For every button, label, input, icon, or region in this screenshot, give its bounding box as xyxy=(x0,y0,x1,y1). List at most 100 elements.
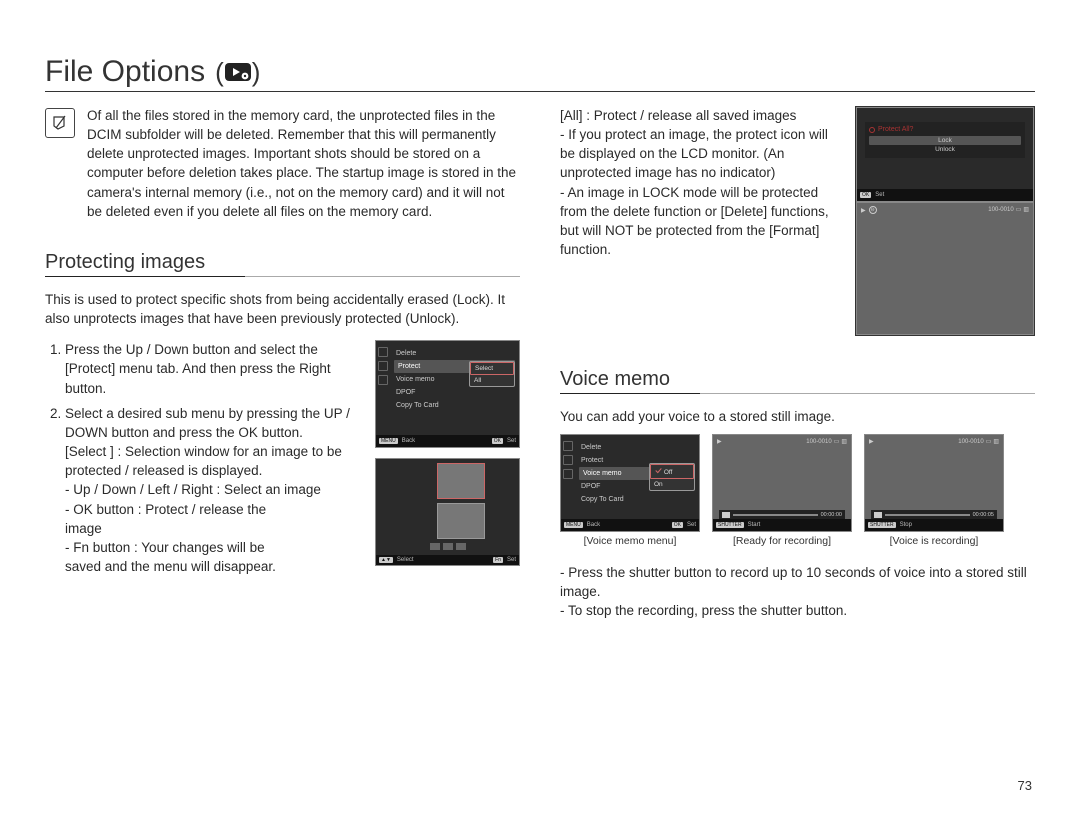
playbar: 00:00:05 xyxy=(871,510,997,519)
step-2: Select a desired sub menu by pressing th… xyxy=(65,404,360,576)
note-block: Of all the files stored in the memory ca… xyxy=(45,106,520,221)
all-protect-block: [All] : Protect / release all saved imag… xyxy=(560,106,1035,336)
menu-item-label: Delete xyxy=(394,350,515,357)
step2-ok-cont: image xyxy=(65,519,360,538)
top-icons: ▶ ⊖ xyxy=(861,206,877,214)
submenu-option-selected: Select xyxy=(470,362,514,375)
footer-btn-nav: ▲▼ xyxy=(379,557,393,563)
protecting-intro: This is used to protect specific shots f… xyxy=(45,290,520,328)
step2-ok: - OK button : Protect / release the xyxy=(65,500,360,519)
top-icons: ▶ xyxy=(869,438,874,445)
thumb-strip xyxy=(380,543,515,551)
res-icon: ▭ xyxy=(986,438,992,445)
footer-set-label: Set xyxy=(507,557,516,563)
menu-item: Copy To Card xyxy=(579,493,695,506)
res-icon: ▭ xyxy=(834,438,840,445)
steps-list: Press the Up / Down button and select th… xyxy=(45,340,360,576)
lcd-protect-all-dialog: Protect All? Lock Unlock OK Set xyxy=(856,107,1034,202)
footer-btn-fn: Fn xyxy=(493,557,503,563)
footer-stop-label: Stop xyxy=(900,522,912,528)
res-icon: ▭ xyxy=(1016,206,1022,213)
voice-bullet-1: - Press the shutter button to record up … xyxy=(560,563,1035,601)
footer-btn-shutter: SHUTTER xyxy=(868,522,896,528)
page-title-text: File Options xyxy=(45,55,205,89)
section-rule xyxy=(560,393,1035,395)
play-icon: ▶ xyxy=(869,438,874,445)
top-right: 100-0010▭▥ xyxy=(806,438,847,445)
file-number: 100-0010 xyxy=(958,439,983,445)
note-icon xyxy=(45,108,75,138)
top-right: 100-0010 ▭ ▥ xyxy=(988,206,1029,213)
page-number: 73 xyxy=(1018,778,1032,793)
protecting-heading: Protecting images xyxy=(45,251,520,274)
battery-icon: ▥ xyxy=(841,438,847,445)
dialog-question: Protect All? xyxy=(869,126,1021,133)
battery-icon: ▥ xyxy=(993,438,999,445)
footer-set-label: Set xyxy=(875,192,884,198)
lcd-locked-preview: ▶ ⊖ 100-0010 ▭ ▥ xyxy=(856,202,1034,335)
section-rule xyxy=(45,276,520,278)
title-underline xyxy=(45,91,1035,92)
menu-item-label: DPOF xyxy=(394,389,515,396)
lcd-ready: ▶ 100-0010▭▥ 00:00:00 SHUTTER Start xyxy=(712,434,852,532)
all-label: [All] : Protect / release all saved imag… xyxy=(560,106,839,125)
battery-icon: ▥ xyxy=(1023,206,1029,213)
menu-item-label: Copy To Card xyxy=(394,402,515,409)
caption: [Ready for recording] xyxy=(733,535,831,547)
stop-icon xyxy=(722,512,730,518)
voice-lcd-row: Delete Protect Voice memo DPOF Copy To C… xyxy=(560,434,1035,547)
stop-icon xyxy=(874,512,882,518)
dialog-question-text: Protect All? xyxy=(878,126,913,133)
dialog-opt-unlock: Unlock xyxy=(869,145,1021,154)
footer-btn-ok: OK xyxy=(860,192,871,198)
lcd-footer: SHUTTER Start xyxy=(713,519,851,531)
step1-text: Press the Up / Down button and select th… xyxy=(65,342,331,395)
all-bullet-1: - If you protect an image, the protect i… xyxy=(560,125,839,182)
track xyxy=(885,514,970,516)
voice-bullets: - Press the shutter button to record up … xyxy=(560,563,1035,620)
dialog: Protect All? Lock Unlock xyxy=(865,122,1025,158)
voice-item-ready: ▶ 100-0010▭▥ 00:00:00 SHUTTER Start [Rea… xyxy=(712,434,852,547)
lcd-footer: OK Set xyxy=(857,189,1033,201)
lcd-sidebar xyxy=(563,441,575,479)
protect-all-figure: Protect All? Lock Unlock OK Set ▶ ⊖ xyxy=(855,106,1035,336)
step2-updown: - Up / Down / Left / Right : Select an i… xyxy=(65,480,360,499)
step2-fn: - Fn button : Your changes will be xyxy=(65,538,360,557)
footer-btn-back: MENU xyxy=(379,438,398,444)
lcd-submenu: Select All xyxy=(469,361,515,387)
lcd-voice-menu: Delete Protect Voice memo DPOF Copy To C… xyxy=(560,434,700,532)
footer-btn-back: MENU xyxy=(564,522,583,528)
lcd-sidebar xyxy=(378,347,390,385)
top-icons: ▶ xyxy=(717,438,722,445)
footer-back-label: Back xyxy=(587,522,600,528)
caption: [Voice is recording] xyxy=(890,535,979,547)
time: 00:00:05 xyxy=(973,512,994,518)
menu-item: Delete xyxy=(394,347,515,360)
thumbnail-selected xyxy=(437,463,485,499)
lcd-recording: ▶ 100-0010▭▥ 00:00:05 SHUTTER Stop xyxy=(864,434,1004,532)
step2-lead: Select a desired sub menu by pressing th… xyxy=(65,406,350,440)
top-right: 100-0010▭▥ xyxy=(958,438,999,445)
voice-heading: Voice memo xyxy=(560,368,1035,391)
playbar: 00:00:00 xyxy=(719,510,845,519)
protect-lcd-stack: Delete Protect Voice memo DPOF Copy To C… xyxy=(375,340,520,582)
play-icon: ▶ xyxy=(861,207,866,214)
voice-bullet-2: - To stop the recording, press the shutt… xyxy=(560,601,1035,620)
footer-btn-shutter: SHUTTER xyxy=(716,522,744,528)
step-1: Press the Up / Down button and select th… xyxy=(65,340,360,397)
submenu-option-selected: Off xyxy=(650,464,694,479)
step2-select: [Select ] : Selection window for an imag… xyxy=(65,442,360,480)
lcd-footer: MENU Back OK Set xyxy=(376,435,519,447)
thumbnail xyxy=(437,503,485,539)
file-number: 100-0010 xyxy=(806,439,831,445)
option-off: Off xyxy=(664,469,673,476)
all-protect-text: [All] : Protect / release all saved imag… xyxy=(560,106,839,259)
step2-select-label: [Select ] : xyxy=(65,444,121,459)
menu-item-label: Copy To Card xyxy=(579,496,695,503)
lcd-footer: MENU Back OK Set xyxy=(561,519,699,531)
menu-item: Copy To Card xyxy=(394,399,515,412)
lcd-footer: ▲▼ Select Fn Set xyxy=(376,555,519,565)
lcd-footer: SHUTTER Stop xyxy=(865,519,1003,531)
voice-item-recording: ▶ 100-0010▭▥ 00:00:05 SHUTTER Stop [Voic… xyxy=(864,434,1004,547)
menu-item: DPOF xyxy=(394,386,515,399)
